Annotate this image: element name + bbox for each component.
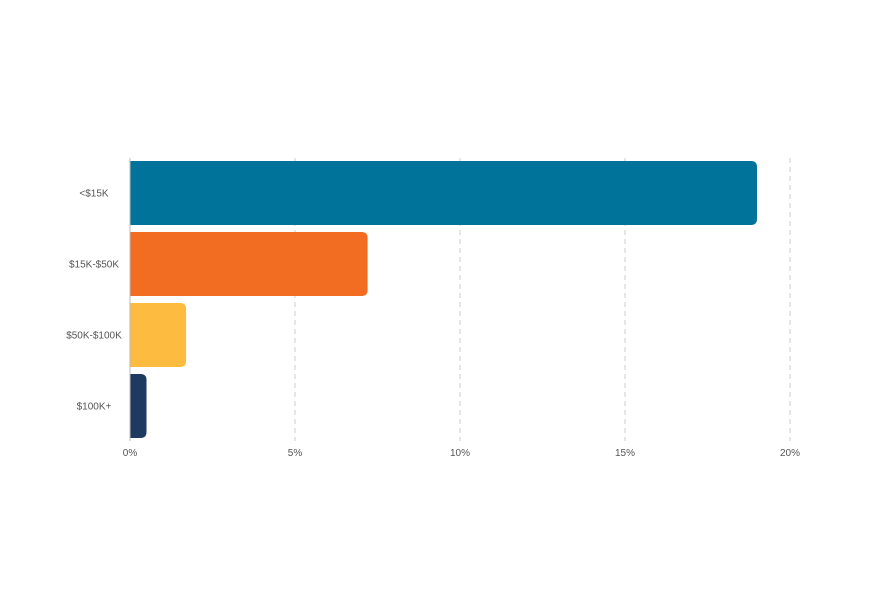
x-tick-label-1: 5% (288, 448, 303, 459)
category-label-2: $50K-$100K (66, 331, 122, 342)
category-label-1: $15K-$50K (69, 260, 119, 271)
bar-2 (130, 303, 187, 367)
x-tick-label-2: 10% (450, 448, 470, 459)
bar-1 (130, 232, 368, 296)
labels: <$15K $15K-$50K $50K-$100K $100K+ 0% 5% 10% 15%… (66, 189, 800, 460)
bars (130, 161, 757, 438)
x-tick-label-3: 15% (615, 448, 635, 459)
x-tick-label-0: 0% (123, 448, 138, 459)
x-tick-label-4: 20% (780, 448, 800, 459)
bar-3 (130, 374, 147, 438)
category-label-3: $100K+ (77, 402, 112, 413)
category-label-0: <$15K (79, 189, 109, 200)
bar-0 (130, 161, 757, 225)
